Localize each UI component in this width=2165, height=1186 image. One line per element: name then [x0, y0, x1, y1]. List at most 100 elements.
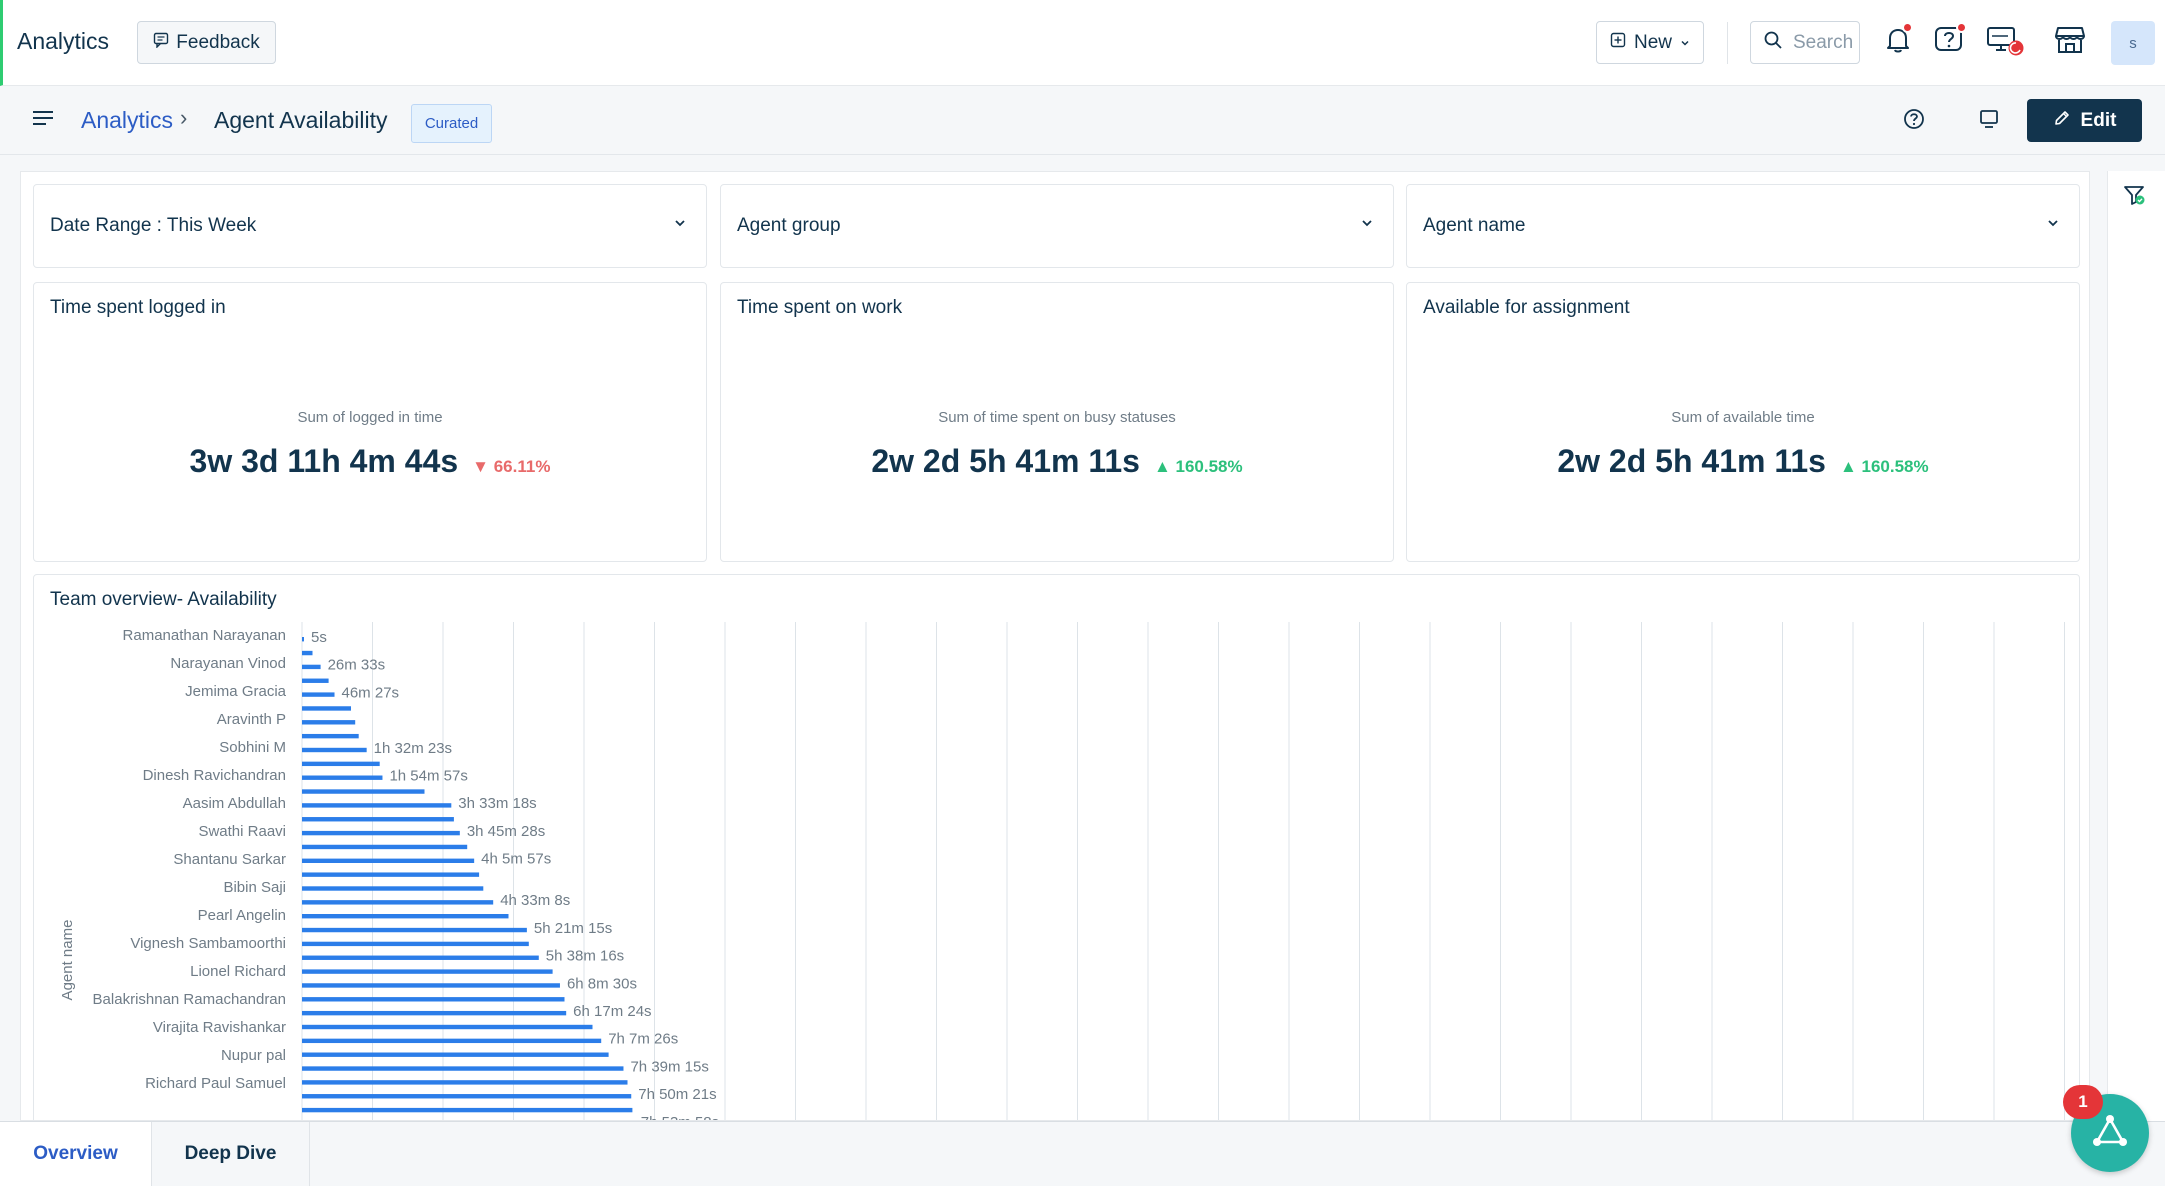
data-label: 6h 8m 30s [567, 975, 637, 992]
data-label: 4h 33m 8s [500, 892, 570, 909]
bar[interactable] [302, 830, 460, 836]
bar[interactable] [302, 844, 468, 850]
app-title: Analytics [17, 28, 110, 54]
kpi-subtitle: Sum of logged in time [297, 409, 443, 426]
bar[interactable] [302, 1024, 593, 1030]
search-placeholder: Search [1793, 31, 1854, 53]
bar[interactable] [302, 747, 367, 753]
bar[interactable] [302, 692, 335, 697]
bar[interactable] [302, 650, 313, 656]
search-icon [1763, 30, 1783, 56]
data-label: 5s [311, 629, 327, 646]
bar[interactable] [302, 733, 359, 739]
notification-dot [1902, 22, 1913, 33]
divider [1727, 22, 1728, 64]
agent-group-filter[interactable]: Agent group [720, 184, 1394, 268]
bar[interactable] [302, 1080, 628, 1085]
bar[interactable] [302, 1107, 633, 1113]
feedback-button[interactable]: Feedback [137, 21, 276, 64]
pencil-icon [2053, 109, 2071, 133]
edit-label: Edit [2080, 109, 2117, 131]
data-label: 6h 17m 24s [573, 1003, 651, 1020]
marketplace-button[interactable] [2048, 20, 2092, 64]
date-range-filter[interactable]: Date Range : This Week [33, 184, 707, 268]
notifications-button[interactable] [1876, 20, 1920, 64]
bar[interactable] [302, 872, 480, 877]
curated-badge: Curated [411, 104, 492, 143]
bar[interactable] [302, 927, 527, 933]
new-button[interactable]: New [1596, 21, 1704, 64]
kpi-value-row: 2w 2d 5h 41m 11s ▲ 160.58% [1407, 443, 2079, 480]
bar[interactable] [302, 955, 539, 960]
feedback-label: Feedback [176, 31, 260, 53]
top-bar: Analytics Feedback New Search [0, 0, 2165, 86]
kpi-title: Time spent logged in [50, 297, 226, 318]
bar[interactable] [302, 678, 329, 683]
chart-title: Team overview- Availability [50, 589, 277, 610]
kpi-value: 2w 2d 5h 41m 11s [871, 443, 1140, 479]
kpi-change: ▼ 66.11% [472, 457, 551, 476]
tab-deep-dive[interactable]: Deep Dive [152, 1122, 310, 1186]
kpi-title: Available for assignment [1423, 297, 1630, 318]
y-tick-label: Nupur pal [221, 1047, 286, 1064]
bar[interactable] [302, 817, 454, 822]
y-tick-label: Ramanathan Narayanan [123, 627, 286, 644]
bar[interactable] [302, 983, 560, 988]
data-label: 7h 39m 15s [630, 1058, 708, 1075]
bar[interactable] [302, 1052, 609, 1057]
bar[interactable] [302, 941, 529, 947]
data-label: 1h 32m 23s [374, 740, 452, 757]
y-tick-label: Swathi Raavi [198, 823, 286, 840]
y-tick-label: Shantanu Sarkar [173, 851, 286, 868]
bar[interactable] [302, 706, 351, 711]
bar[interactable] [302, 914, 509, 919]
breadcrumb-analytics-link[interactable]: Analytics [81, 107, 174, 133]
bar[interactable] [302, 900, 494, 905]
help-icon[interactable] [1903, 108, 1925, 135]
page-title: Agent Availability [214, 107, 388, 133]
kpi-value-row: 2w 2d 5h 41m 11s ▲ 160.58% [721, 443, 1393, 480]
present-icon[interactable] [1978, 108, 2000, 135]
bar[interactable] [302, 997, 565, 1002]
y-tick-label: Lionel Richard [190, 963, 286, 980]
data-label: 3h 33m 18s [458, 795, 536, 812]
data-label: 5h 38m 16s [546, 948, 624, 965]
kpi-value: 3w 3d 11h 4m 44s [189, 443, 459, 479]
bar[interactable] [302, 789, 425, 794]
search-input[interactable]: Search [1750, 21, 1860, 64]
bar[interactable] [302, 886, 484, 891]
filter-icon[interactable] [2122, 183, 2146, 212]
edit-button[interactable]: Edit [2027, 99, 2142, 142]
data-label: 4h 5m 57s [481, 851, 551, 868]
agent-name-filter[interactable]: Agent name [1406, 184, 2080, 268]
bar[interactable] [302, 761, 380, 767]
tab-overview[interactable]: Overview [0, 1122, 152, 1186]
kpi-value: 2w 2d 5h 41m 11s [1557, 443, 1826, 479]
chevron-down-icon [1680, 32, 1690, 54]
bar[interactable] [302, 775, 383, 780]
data-label: 5h 21m 15s [534, 920, 612, 937]
bar[interactable] [302, 803, 452, 808]
agent-status-button[interactable] [1984, 20, 2028, 64]
bar[interactable] [302, 1094, 632, 1099]
help-center-button[interactable] [1927, 20, 1971, 64]
kpi-change: ▲ 160.58% [1839, 457, 1929, 476]
y-tick-label: Richard Paul Samuel [145, 1075, 286, 1092]
data-label: 1h 54m 57s [389, 768, 467, 785]
bar[interactable] [302, 1038, 602, 1044]
y-tick-label: Vignesh Sambamoorthi [130, 935, 286, 952]
bar[interactable] [302, 1066, 624, 1071]
avatar[interactable]: s [2111, 21, 2155, 65]
kpi-change: ▲ 160.58% [1153, 457, 1243, 476]
bar[interactable] [302, 637, 304, 642]
right-rail [2107, 171, 2165, 1121]
bar[interactable] [302, 969, 553, 974]
data-label: 3h 45m 28s [467, 823, 545, 840]
menu-icon[interactable] [32, 109, 54, 132]
bar[interactable] [302, 858, 475, 863]
bar[interactable] [302, 1010, 567, 1016]
bar[interactable] [302, 664, 321, 670]
bar[interactable] [302, 720, 356, 725]
data-label: 46m 27s [342, 684, 400, 701]
